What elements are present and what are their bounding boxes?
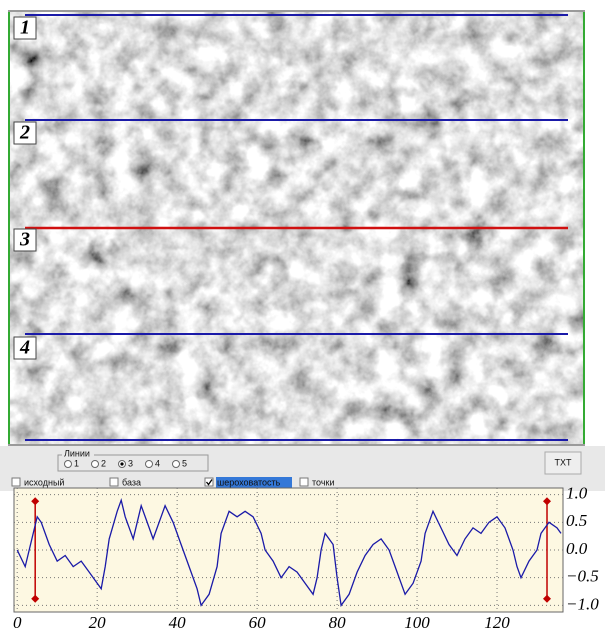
checkbox-label: точки [312, 477, 334, 487]
checkbox[interactable] [299, 477, 309, 487]
radio[interactable] [145, 460, 153, 468]
line-label: 2 [19, 122, 30, 144]
group-box [57, 454, 209, 472]
radio[interactable] [64, 460, 72, 468]
group-label-bg [62, 450, 94, 458]
cursor-handle[interactable] [31, 497, 40, 506]
checkbox-row: исходный база шероховатость точки [11, 477, 334, 488]
line-label-box [13, 336, 37, 360]
x-tick-label: 80 [329, 613, 347, 632]
checkbox-label: исходный [24, 477, 64, 487]
plot-area [13, 487, 564, 613]
x-tick-label: 120 [484, 613, 510, 632]
radio-group: 1 2 3 4 5 [64, 458, 187, 468]
line-label: 1 [20, 17, 30, 39]
checkbox[interactable] [204, 477, 214, 487]
group-label: Линии [64, 448, 90, 458]
checkbox[interactable] [11, 477, 21, 487]
y-tick-label: −0.5 [566, 567, 599, 586]
profile-line [16, 497, 562, 608]
cursor-handle[interactable] [543, 497, 552, 506]
radio-label: 3 [128, 458, 133, 468]
radio-label: 4 [155, 458, 160, 468]
button-label: TXT [555, 457, 573, 467]
line-label: 4 [19, 337, 30, 359]
checkbox[interactable] [109, 477, 119, 487]
line-label-box [13, 121, 37, 145]
line-label-box [13, 16, 37, 40]
x-tick-label: 20 [89, 613, 107, 632]
checkmark [205, 479, 213, 486]
checkbox-label: шероховатость [217, 477, 281, 487]
y-tick-label: −1.0 [566, 594, 599, 613]
radio-dot [120, 462, 124, 466]
checkbox-label: база [122, 477, 141, 487]
cursor-handle[interactable] [31, 594, 40, 603]
x-tick-label: 100 [404, 613, 430, 632]
radio-label: 5 [182, 458, 187, 468]
x-tick-label: 60 [249, 613, 267, 632]
x-tick-label: 40 [169, 613, 187, 632]
y-tick-label: 1.0 [566, 484, 588, 503]
line-labels: 1 2 3 4 [13, 16, 37, 360]
x-tick-label: 0 [13, 613, 22, 632]
radio-label: 1 [74, 458, 79, 468]
y-tick-label: 0.5 [566, 511, 587, 530]
txt-button[interactable] [544, 451, 582, 475]
radio[interactable] [91, 460, 99, 468]
line-label-box [13, 228, 37, 252]
chart: 0 20 40 60 80 100 120 1.0 0.5 0.0 −0.5 −1.0 [13, 484, 599, 632]
line-label: 3 [19, 229, 30, 251]
y-tick-label: 0.0 [566, 539, 588, 558]
radio-label: 2 [101, 458, 106, 468]
radio[interactable] [172, 460, 180, 468]
checkbox-highlight [216, 477, 292, 488]
cursor-handle[interactable] [543, 594, 552, 603]
